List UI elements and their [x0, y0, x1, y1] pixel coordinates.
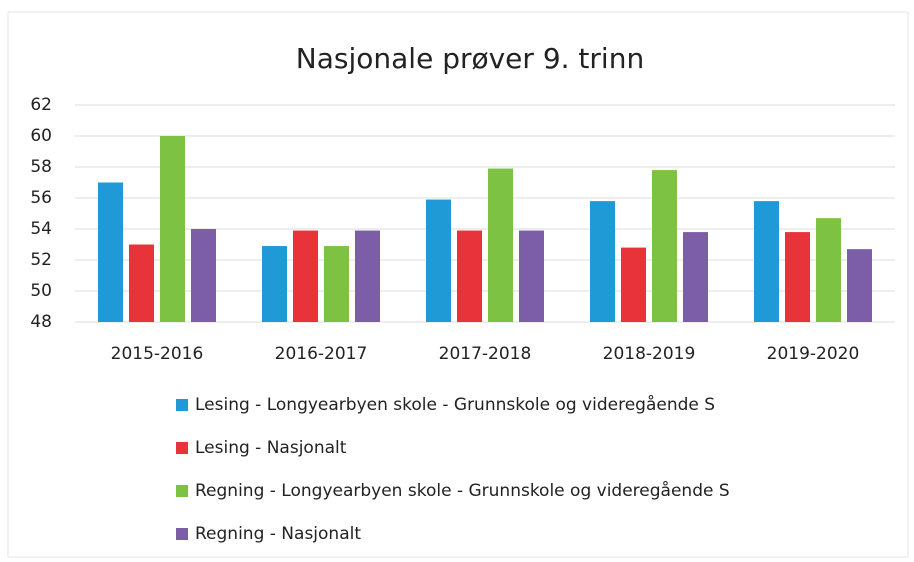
- legend-label: Lesing - Longyearbyen skole - Grunnskole…: [195, 394, 715, 415]
- y-tick-label: 58: [30, 157, 52, 177]
- legend-swatch: [176, 399, 188, 411]
- y-tick-label: 50: [30, 281, 52, 301]
- bar: [293, 230, 318, 322]
- legend-swatch: [176, 442, 188, 454]
- chart-title: Nasjonale prøver 9. trinn: [296, 42, 644, 75]
- bar: [191, 229, 216, 322]
- bar: [160, 136, 185, 322]
- bar: [324, 246, 349, 322]
- legend-label: Regning - Longyearbyen skole - Grunnskol…: [195, 480, 730, 501]
- y-tick-label: 52: [30, 250, 52, 270]
- legend-swatch: [176, 485, 188, 497]
- y-tick-label: 56: [30, 188, 52, 208]
- bar: [129, 244, 154, 322]
- y-tick-label: 62: [30, 95, 52, 115]
- bar: [426, 199, 451, 322]
- bar: [488, 168, 513, 322]
- bar: [262, 246, 287, 322]
- x-tick-label: 2015-2016: [111, 344, 204, 364]
- bar: [785, 232, 810, 322]
- y-tick-label: 60: [30, 126, 52, 146]
- bar: [652, 170, 677, 322]
- x-tick-label: 2019-2020: [767, 344, 860, 364]
- bar: [519, 230, 544, 322]
- bar: [847, 249, 872, 322]
- bar: [816, 218, 841, 322]
- x-tick-label: 2017-2018: [439, 344, 532, 364]
- legend-label: Lesing - Nasjonalt: [195, 438, 347, 458]
- y-tick-label: 48: [30, 312, 52, 332]
- y-tick-label: 54: [30, 219, 52, 239]
- bar: [457, 230, 482, 322]
- bar: [98, 182, 123, 322]
- legend-swatch: [176, 528, 188, 540]
- x-tick-label: 2016-2017: [275, 344, 368, 364]
- bar: [590, 201, 615, 322]
- legend-label: Regning - Nasjonalt: [195, 524, 361, 544]
- bar: [754, 201, 779, 322]
- bar: [621, 247, 646, 322]
- x-tick-label: 2018-2019: [603, 344, 696, 364]
- bar: [683, 232, 708, 322]
- bar: [355, 230, 380, 322]
